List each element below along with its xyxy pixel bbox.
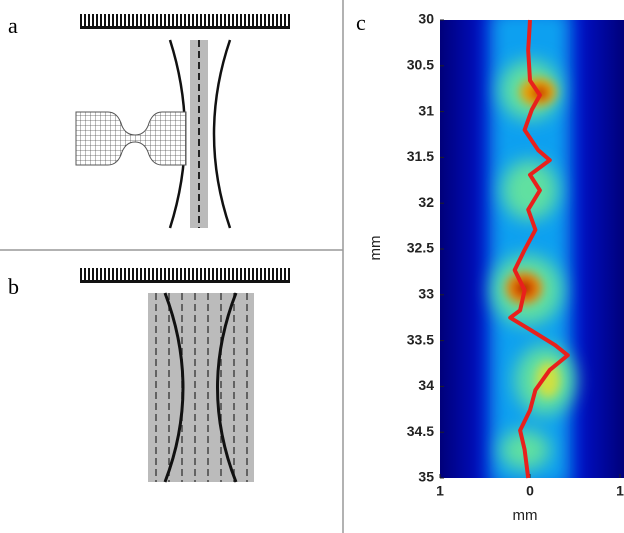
x-tick-label: 1	[436, 483, 444, 499]
y-axis-label: mm	[367, 236, 384, 261]
y-tick-label: 33.5	[407, 331, 434, 347]
tissue-mesh	[76, 112, 186, 165]
y-tick-label: 31	[418, 102, 434, 118]
y-tick-label: 31.5	[407, 148, 434, 164]
y-tick-label: 32.5	[407, 240, 434, 256]
page: {"panels": {"a": {"label": "a"}, "b": {"…	[0, 0, 624, 533]
panel-label: a	[8, 13, 18, 38]
y-tick-label: 34	[418, 377, 434, 393]
transducer	[80, 14, 290, 28]
panel-label: b	[8, 274, 19, 299]
x-axis-label: mm	[513, 507, 538, 524]
transducer-base	[80, 26, 290, 29]
y-tick-label: 33	[418, 286, 434, 302]
y-tick-label: 32	[418, 194, 434, 210]
transducer-base	[80, 280, 290, 283]
y-tick-label: 34.5	[407, 423, 434, 439]
figure: a b c mm mm 30 30.5 31 31.5 32 32.5 33 33.5 34 34…	[0, 0, 624, 533]
x-tick-label: 0	[526, 483, 534, 499]
y-tick-label: 30	[418, 11, 434, 27]
x-tick-label: 1	[616, 483, 624, 499]
transducer	[80, 268, 290, 282]
beam-array	[148, 293, 254, 482]
y-tick-label: 35	[418, 469, 434, 485]
panel-label: c	[356, 10, 366, 35]
y-tick-label: 30.5	[407, 57, 434, 73]
